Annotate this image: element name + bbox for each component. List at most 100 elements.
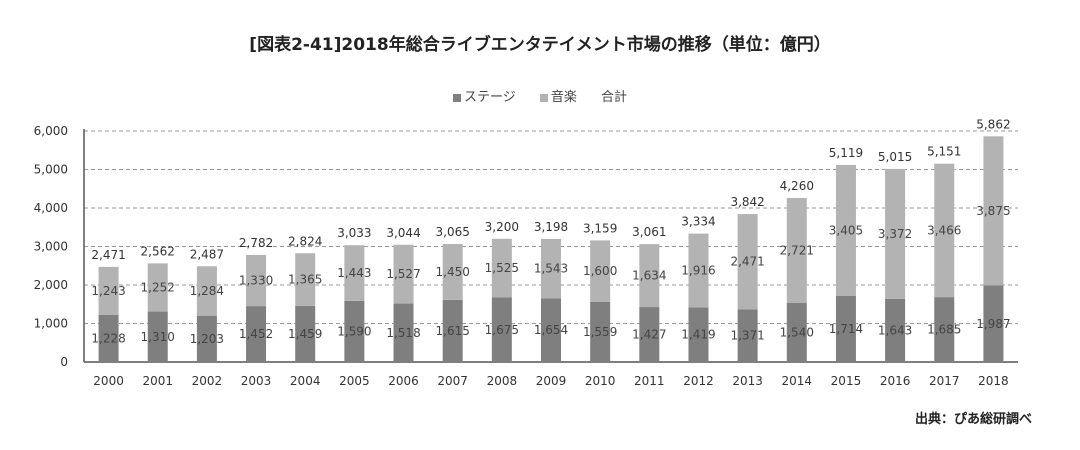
bar-music <box>442 243 463 300</box>
data-label-music: 2,721 <box>780 243 814 257</box>
data-label-total: 2,824 <box>288 234 322 248</box>
y-tick-label: 1,000 <box>34 317 68 331</box>
x-tick-label: 2014 <box>782 374 813 388</box>
bar-stage <box>590 301 611 362</box>
data-label-music: 3,405 <box>829 223 863 237</box>
bar-music <box>295 253 316 306</box>
data-label-stage: 1,654 <box>534 323 568 337</box>
x-tick-label: 2013 <box>732 374 763 388</box>
legend-item-music: 音楽 <box>539 86 577 105</box>
x-tick-label: 2018 <box>978 374 1009 388</box>
data-label-music: 3,875 <box>976 204 1010 218</box>
data-label-total: 5,862 <box>976 117 1010 131</box>
bar-music <box>98 266 119 315</box>
data-label-stage: 1,203 <box>190 332 224 346</box>
x-tick-label: 2008 <box>487 374 518 388</box>
y-tick-label: 4,000 <box>34 201 68 215</box>
bar-stage <box>344 300 365 362</box>
bar-music <box>541 238 561 299</box>
bar-music <box>147 263 168 312</box>
data-label-stage: 1,559 <box>583 325 617 339</box>
x-tick-label: 2009 <box>536 374 567 388</box>
data-label-music: 1,365 <box>288 273 322 287</box>
bar-music <box>983 136 1004 286</box>
bar-music <box>393 244 414 304</box>
legend-item-stage: ステージ <box>452 86 516 105</box>
bar-stage <box>393 303 414 362</box>
data-label-stage: 1,540 <box>780 325 814 339</box>
data-label-total: 2,471 <box>91 248 125 262</box>
data-label-stage: 1,427 <box>632 328 666 342</box>
data-label-stage: 1,685 <box>927 323 961 337</box>
data-label-music: 1,284 <box>190 284 224 298</box>
bar-stage <box>835 296 856 362</box>
data-label-music: 1,252 <box>141 280 175 294</box>
legend-label-music: 音楽 <box>550 90 577 105</box>
data-label-music: 2,471 <box>730 255 764 269</box>
data-label-total: 5,151 <box>927 145 961 159</box>
data-label-total: 3,033 <box>337 226 371 240</box>
data-label-total: 3,200 <box>485 220 519 234</box>
y-tick-label: 0 <box>60 355 68 369</box>
y-tick-label: 3,000 <box>34 240 68 254</box>
bar-music <box>344 245 365 301</box>
bar-music <box>246 254 267 307</box>
legend-swatch-stage <box>452 93 461 102</box>
x-tick-label: 2015 <box>831 374 862 388</box>
data-label-total: 2,782 <box>239 236 273 250</box>
bar-stage <box>737 309 758 362</box>
bar-stage <box>688 307 709 362</box>
bar-music <box>786 197 807 303</box>
legend-label-total: 合計 <box>601 90 628 105</box>
data-label-music: 1,634 <box>632 269 666 283</box>
data-label-total: 3,842 <box>730 195 764 209</box>
data-label-stage: 1,310 <box>141 330 175 344</box>
bar-music <box>885 168 906 299</box>
bar-music <box>491 238 512 298</box>
y-tick-label: 6,000 <box>34 124 68 138</box>
data-label-music: 1,443 <box>337 266 371 280</box>
chart-title: [図表2-41]2018年総合ライブエンタテイメント市場の推移（単位：億円） <box>249 35 831 55</box>
bar-music <box>639 244 660 308</box>
x-tick-label: 2006 <box>388 374 419 388</box>
data-label-music: 3,372 <box>878 227 912 241</box>
data-label-stage: 1,452 <box>239 327 273 341</box>
data-label-stage: 1,228 <box>91 331 125 345</box>
x-tick-label: 2012 <box>683 374 714 388</box>
data-label-music: 1,916 <box>681 263 715 277</box>
data-label-stage: 1,643 <box>878 323 912 337</box>
bar-stage <box>639 307 660 362</box>
bar-music <box>835 164 856 297</box>
bar-stage <box>541 298 561 362</box>
data-label-stage: 1,518 <box>386 326 420 340</box>
data-label-stage: 1,714 <box>829 322 863 336</box>
bar-music <box>934 163 955 298</box>
bar-stage <box>934 297 955 362</box>
x-tick-label: 2011 <box>634 374 665 388</box>
bar-stage <box>147 311 168 362</box>
y-tick-label: 2,000 <box>34 278 68 292</box>
legend-label-stage: ステージ <box>463 90 516 105</box>
data-label-total: 3,065 <box>436 225 470 239</box>
data-label-total: 3,198 <box>534 220 568 234</box>
data-label-music: 1,527 <box>386 267 420 281</box>
data-label-music: 1,543 <box>534 262 568 276</box>
x-tick-label: 2000 <box>93 374 124 388</box>
x-tick-label: 2004 <box>290 374 321 388</box>
x-tick-label: 2010 <box>585 374 616 388</box>
x-tick-label: 2016 <box>880 374 911 388</box>
bar-stage <box>295 305 316 362</box>
chart-legend: ステージ 音楽 合計 <box>0 86 1080 105</box>
bar-stage <box>98 314 119 362</box>
data-label-music: 1,600 <box>583 264 617 278</box>
y-tick-label: 5,000 <box>34 163 68 177</box>
legend-swatch-music <box>539 93 548 102</box>
data-label-music: 1,330 <box>239 273 273 287</box>
bar-stage <box>786 302 807 362</box>
x-tick-label: 2003 <box>241 374 272 388</box>
data-label-total: 5,015 <box>878 150 912 164</box>
data-label-stage: 1,615 <box>436 324 470 338</box>
x-tick-label: 2002 <box>192 374 223 388</box>
data-label-stage: 1,590 <box>337 324 371 338</box>
data-label-stage: 1,371 <box>730 329 764 343</box>
